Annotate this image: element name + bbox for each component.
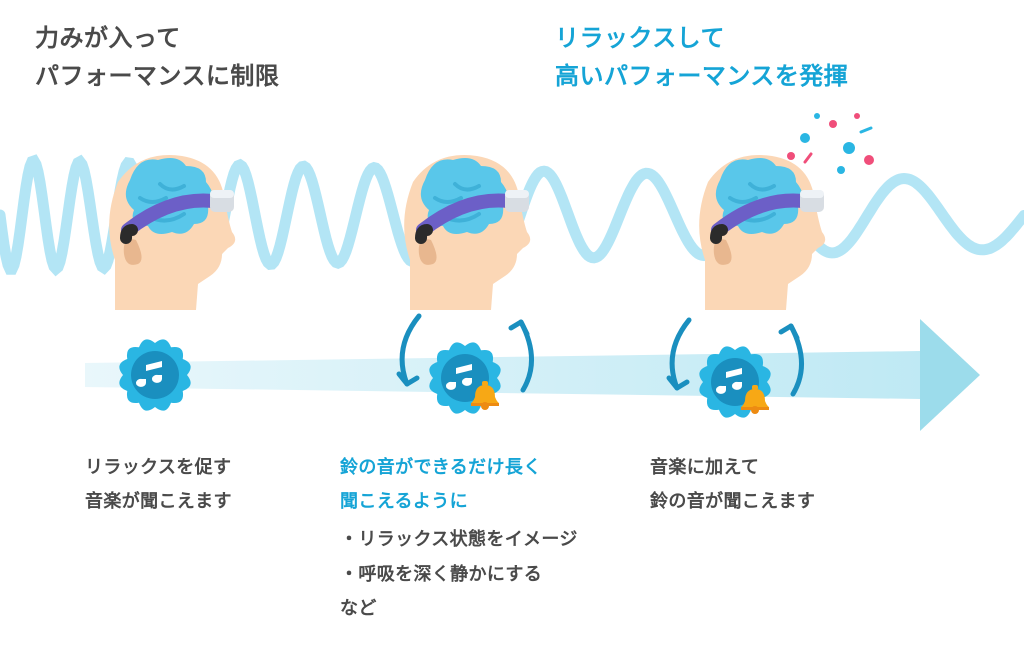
heading-right-line1: リラックスして xyxy=(555,25,725,52)
heading-right: リラックスして 高いパフォーマンスを発揮 xyxy=(555,20,848,97)
stage-c-line2: 鈴の音が聞こえます xyxy=(650,491,815,511)
stage-b-bullet1: ・リラックス状態をイメージ xyxy=(340,522,578,556)
stage-b-highlight2: 聞こえるように xyxy=(340,491,468,511)
stage-b-tail: など xyxy=(340,591,578,625)
stage-a-line2: 音楽が聞こえます xyxy=(85,491,232,511)
stage-b-highlight1: 鈴の音ができるだけ長く xyxy=(340,457,542,477)
stage-a-desc: リラックスを促す 音楽が聞こえます xyxy=(85,450,232,518)
heading-left: 力みが入って パフォーマンスに制限 xyxy=(35,20,279,97)
stage-b-desc: 鈴の音ができるだけ長く 聞こえるように ・リラックス状態をイメージ ・呼吸を深く… xyxy=(340,450,578,625)
stage-b-bullet2: ・呼吸を深く静かにする xyxy=(340,557,578,591)
stage-a-line1: リラックスを促す xyxy=(85,457,231,477)
heading-right-line2: 高いパフォーマンスを発揮 xyxy=(555,63,848,90)
stage-c-desc: 音楽に加えて 鈴の音が聞こえます xyxy=(650,450,815,518)
stage-c-line1: 音楽に加えて xyxy=(650,457,759,477)
heading-left-line1: 力みが入って xyxy=(35,25,181,52)
heading-left-line2: パフォーマンスに制限 xyxy=(35,63,279,90)
